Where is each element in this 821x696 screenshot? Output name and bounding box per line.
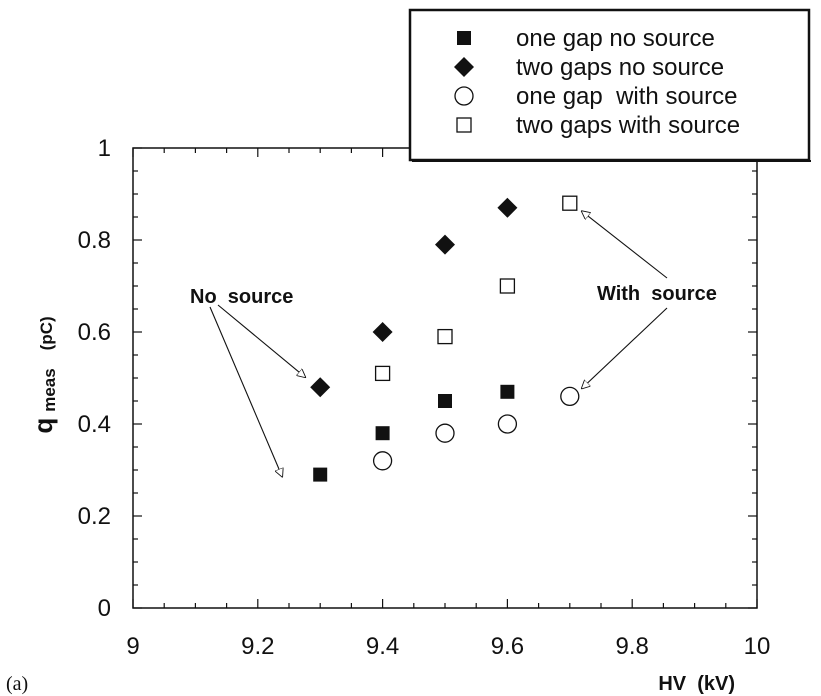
data-point-two-gaps-no-source [497,197,518,218]
x-tick-label: 9 [126,633,139,660]
x-tick-label: 9.6 [491,633,524,660]
data-point-one-gap-no-source [375,426,390,441]
data-markers [310,195,580,482]
svg-text:qmeas(pC): q meas (pC) [28,316,59,433]
x-tick-labels: 9 9.2 9.4 9.6 9.8 10 [126,633,770,660]
data-point-two-gaps-no-source [372,322,393,342]
annotation-arrows [209,211,668,477]
y-tick-labels: 0 0.2 0.4 0.6 0.8 1 [78,135,111,622]
annotation-no-source: No source [190,286,293,308]
annotation-arrow-no-source [217,304,305,377]
legend-label: two gaps with source [516,112,740,139]
legend-marker [454,57,474,77]
x-tick-label: 10 [744,633,771,660]
panel-label: (a) [6,673,28,695]
data-point-one-gap-with-source [372,451,393,471]
annotations: No source With source [190,211,717,476]
annotation-arrow-with-source [582,307,668,388]
annotation-arrow-with-source [582,211,668,279]
data-point-two-gaps-with-source [437,328,453,345]
legend-marker [456,117,472,133]
data-point-one-gap-no-source [313,467,328,482]
data-point-one-gap-no-source [500,384,515,399]
legend-marker [454,86,474,106]
y-axis-title-sub: meas [40,368,59,411]
data-point-one-gap-with-source [560,386,580,407]
y-axis-title-unit: (pC) [37,316,56,350]
y-axis-title: q meas (pC) [28,316,59,433]
data-point-two-gaps-no-source [310,377,331,398]
y-tick-label: 0.4 [78,411,111,438]
axis-ticks [132,147,758,609]
legend-label: one gap with source [516,83,737,110]
x-tick-label: 9.8 [616,633,649,660]
data-point-one-gap-no-source [438,394,452,408]
x-tick-label: 9.4 [366,633,399,660]
data-point-two-gaps-no-source [435,234,455,255]
legend-label: two gaps no source [516,54,724,81]
data-point-one-gap-with-source [435,423,455,443]
x-axis-title: HV (kV) [658,673,735,695]
plot-area-frame [132,147,758,609]
annotation-arrow-no-source [209,306,282,477]
data-point-two-gaps-with-source [499,278,516,294]
y-tick-label: 0.6 [78,319,111,346]
legend-marker [457,31,471,45]
legend-item: two gaps with source [456,112,740,139]
legend-item: one gap with source [454,83,737,110]
legend-item: one gap no source [457,25,715,52]
y-tick-label: 1 [98,135,111,162]
legend-item: two gaps no source [454,54,724,81]
y-tick-label: 0.8 [78,227,111,254]
legend-box [408,8,811,162]
y-axis-title-main: q [28,418,58,434]
data-point-one-gap-with-source [497,414,518,434]
y-tick-label: 0.2 [78,503,111,530]
x-tick-label: 9.2 [241,633,274,660]
y-tick-label: 0 [98,595,111,622]
data-point-two-gaps-with-source [562,195,578,211]
legend-label: one gap no source [516,25,715,52]
annotation-with-source: With source [597,283,717,305]
data-point-two-gaps-with-source [374,365,391,382]
